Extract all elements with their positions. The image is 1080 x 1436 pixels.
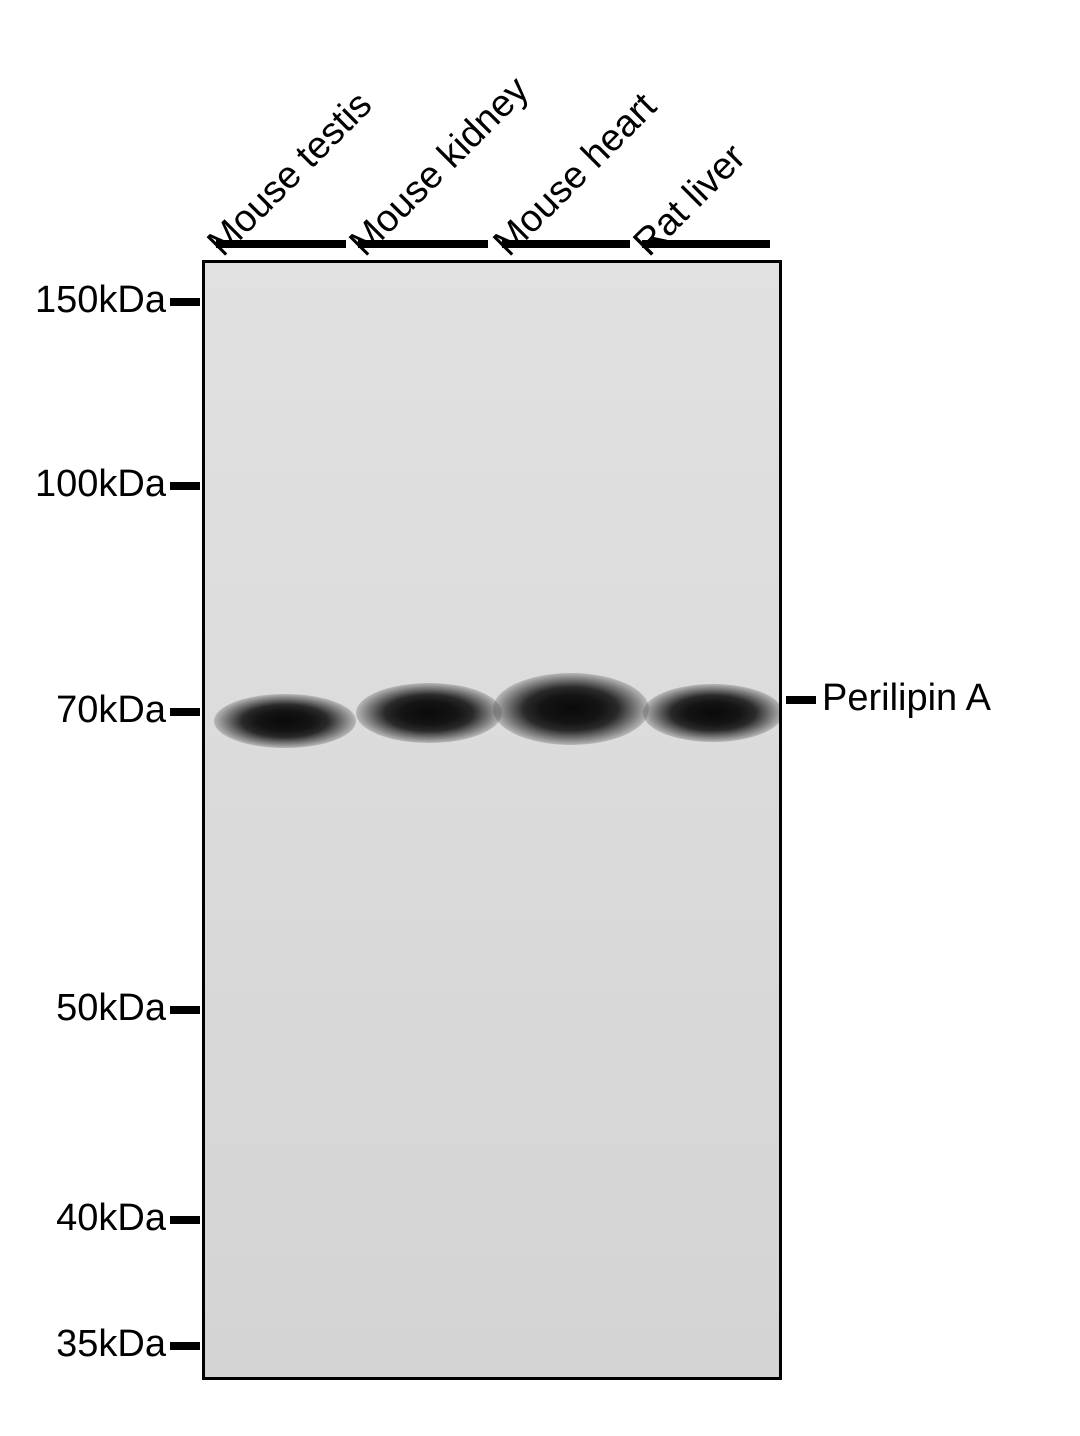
marker-label: 70kDa [56,689,166,732]
marker-label-text: 35kDa [56,1323,166,1365]
marker-tick [170,482,200,490]
band [643,684,782,742]
marker-tick [170,298,200,306]
protein-tick [786,696,816,704]
marker-label: 40kDa [56,1197,166,1240]
marker-tick [170,1342,200,1350]
marker-label: 50kDa [56,987,166,1030]
protein-label: Perilipin A [822,677,991,720]
marker-label-text: 70kDa [56,689,166,731]
western-blot-figure: Perilipin A Mouse testisMouse kidneyMous… [0,0,1080,1436]
protein-label-text: Perilipin A [822,677,991,719]
marker-label-text: 50kDa [56,987,166,1029]
marker-label-text: 150kDa [35,279,166,321]
marker-tick [170,1006,200,1014]
band [214,694,356,748]
marker-label: 35kDa [56,1323,166,1366]
marker-tick [170,1216,200,1224]
band [493,673,649,745]
marker-label-text: 40kDa [56,1197,166,1239]
blot-membrane [202,260,782,1380]
marker-tick [170,708,200,716]
marker-label: 100kDa [35,463,166,506]
band [356,683,502,743]
marker-label: 150kDa [35,279,166,322]
marker-label-text: 100kDa [35,463,166,505]
